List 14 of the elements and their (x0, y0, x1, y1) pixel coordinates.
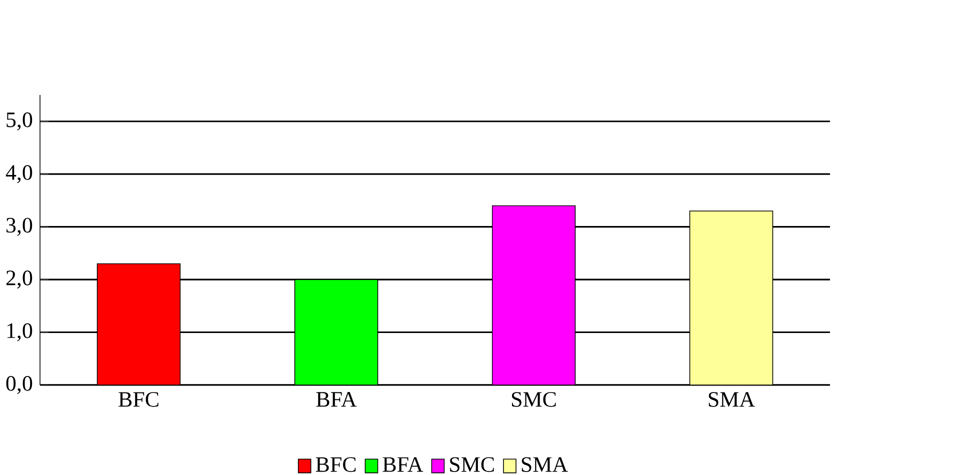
legend-label: BFA (382, 457, 424, 472)
y-tick-label: 3,0 (6, 218, 32, 236)
legend-label: SMC (450, 457, 494, 472)
y-tick-label: 2,0 (6, 270, 32, 289)
legend-label: SMA (522, 457, 568, 472)
x-tick-label: SMA (708, 392, 755, 407)
x-tick-label: BFA (316, 392, 357, 407)
y-tick-label: 4,0 (6, 165, 32, 184)
y-tick-label: 1,0 (7, 323, 32, 342)
legend-label: BFC (316, 457, 356, 472)
x-tick-label: SMC (512, 392, 556, 407)
x-tick-label: BFC (118, 392, 158, 407)
y-tick-label: 0,0 (6, 376, 32, 394)
y-tick-label: 5,0 (6, 112, 32, 130)
